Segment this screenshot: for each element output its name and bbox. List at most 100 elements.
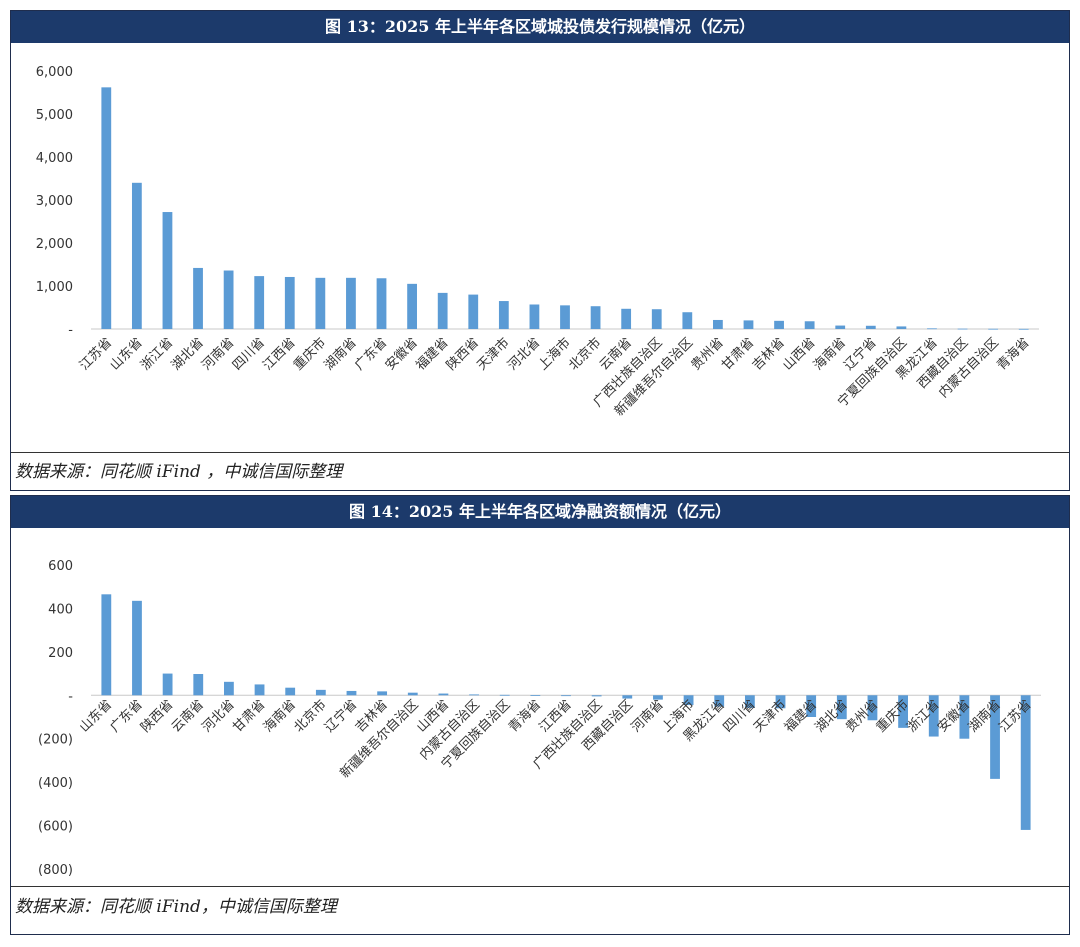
bar xyxy=(254,276,265,329)
bar xyxy=(743,320,754,329)
bar xyxy=(896,326,907,329)
y-tick-label: (800) xyxy=(38,863,73,878)
bar xyxy=(469,694,479,696)
y-tick-label: (200) xyxy=(38,733,73,748)
x-tick-label: 四川省 xyxy=(230,335,268,373)
bar xyxy=(499,694,510,696)
bar xyxy=(957,328,968,330)
bar xyxy=(651,309,662,329)
bar xyxy=(561,695,571,697)
bar xyxy=(775,695,786,709)
x-tick-label: 上海市 xyxy=(535,335,574,374)
x-tick-label: 陕西省 xyxy=(138,697,176,735)
x-tick-label: 云南省 xyxy=(168,697,207,736)
data-source-note: 数据来源：同花顺 iFind，中诚信国际整理 xyxy=(11,886,1069,934)
bar xyxy=(346,277,356,329)
bar xyxy=(376,278,387,329)
x-tick-label: 安徽省 xyxy=(383,335,421,373)
bar xyxy=(224,681,234,696)
x-tick-label: 海南省 xyxy=(260,697,299,736)
bar xyxy=(867,695,878,721)
bar xyxy=(806,695,817,717)
x-tick-label: 广东省 xyxy=(108,697,146,735)
x-tick-label: 河南省 xyxy=(628,697,667,736)
x-tick-label: 天津市 xyxy=(474,335,513,374)
x-tick-label: 山西省 xyxy=(780,335,818,373)
bar xyxy=(927,328,937,330)
x-tick-label: 山东省 xyxy=(77,697,115,735)
bar xyxy=(193,674,204,696)
bar xyxy=(315,689,326,696)
bar xyxy=(990,695,1000,779)
bar xyxy=(928,695,939,737)
bar xyxy=(835,325,846,329)
bar xyxy=(132,600,142,696)
x-tick-label: 江西省 xyxy=(260,335,298,373)
x-tick-label: 陕西省 xyxy=(444,335,482,373)
bar xyxy=(683,695,694,706)
chart-title: 图 13：2025 年上半年各区域城投债发行规模情况（亿元） xyxy=(11,11,1069,43)
bar xyxy=(622,695,633,699)
bar xyxy=(530,695,541,696)
bar xyxy=(714,695,725,707)
y-tick-label: 1,000 xyxy=(36,280,73,295)
x-tick-label: 吉林省 xyxy=(750,335,788,373)
x-tick-label: 河北省 xyxy=(200,697,238,735)
x-tick-label: 河南省 xyxy=(199,335,238,374)
bar xyxy=(101,87,112,329)
bar xyxy=(959,695,970,739)
y-tick-label: 4,000 xyxy=(36,151,73,166)
bar xyxy=(315,277,326,329)
bar xyxy=(284,276,295,329)
y-tick-label: (600) xyxy=(38,820,73,835)
chart-title: 图 14：2025 年上半年各区域净融资额情况（亿元） xyxy=(11,496,1069,528)
bar xyxy=(377,691,388,696)
bar xyxy=(162,212,173,329)
bar xyxy=(468,294,479,329)
bar xyxy=(162,673,173,696)
bar xyxy=(1018,328,1029,330)
x-tick-label: 青海省 xyxy=(994,335,1032,373)
x-tick-label: 湖南省 xyxy=(321,335,360,374)
x-tick-label: 江苏省 xyxy=(76,335,115,374)
bar xyxy=(744,695,755,708)
x-tick-label: 青海省 xyxy=(506,697,544,735)
x-tick-label: 天津市 xyxy=(750,697,789,736)
bar xyxy=(836,695,847,720)
bar xyxy=(865,325,876,329)
chart-panel-issuance: 图 13：2025 年上半年各区域城投债发行规模情况（亿元） - 1,000 2,0… xyxy=(10,10,1070,491)
x-tick-label: 北京市 xyxy=(566,335,605,374)
bar xyxy=(285,687,296,696)
bar xyxy=(590,306,601,329)
y-tick-label: 5,000 xyxy=(36,108,73,123)
bar xyxy=(254,684,265,696)
x-tick-label: 湖北省 xyxy=(169,335,207,373)
x-tick-label: 海南省 xyxy=(810,335,849,374)
bar xyxy=(621,308,632,329)
bar xyxy=(774,320,784,329)
y-tick-label: (400) xyxy=(38,776,73,791)
y-tick-label: 2,000 xyxy=(36,237,73,252)
x-tick-label: 河北省 xyxy=(505,335,543,373)
bar xyxy=(529,304,540,329)
x-tick-label: 四川省 xyxy=(721,697,759,735)
bar xyxy=(498,301,509,329)
x-tick-label: 北京市 xyxy=(291,697,330,736)
y-tick-label: - xyxy=(68,689,73,704)
bar xyxy=(346,690,357,696)
y-tick-label: 200 xyxy=(48,646,73,661)
bar xyxy=(407,283,417,329)
bar xyxy=(438,693,449,696)
bar xyxy=(437,292,448,329)
data-source-note: 数据来源：同花顺 iFind ，中诚信国际整理 xyxy=(11,452,1069,490)
y-tick-label: 6,000 xyxy=(36,65,73,80)
net-financing-bar-chart: (800) (600) (400) (200) - 200 400 600 山东省广东省陕西省云… xyxy=(38,559,1041,878)
x-tick-label: 福建省 xyxy=(413,335,451,373)
issuance-bar-chart: - 1,000 2,000 3,000 4,000 5,000 6,000 江苏省山东省浙江省… xyxy=(36,65,1039,419)
bar xyxy=(193,267,203,329)
bar xyxy=(988,328,999,330)
y-tick-label: 3,000 xyxy=(36,194,73,209)
bar xyxy=(804,321,815,329)
bar xyxy=(713,319,723,329)
y-tick-label: - xyxy=(68,323,73,338)
